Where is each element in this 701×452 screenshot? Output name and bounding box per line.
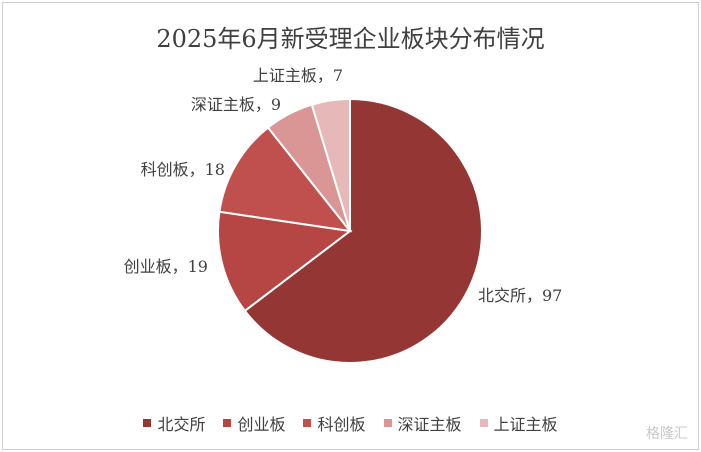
legend-swatch [383, 419, 392, 427]
legend-item-3: 科创板 [303, 411, 366, 435]
data-label-1: 北交所，97 [478, 286, 562, 305]
legend-item-5: 上证主板 [479, 411, 558, 435]
pie-plot: 北交所，97 创业板，19 科创板，18 深证主板，9 上证主板，7 [124, 66, 563, 364]
legend-label: 科创板 [317, 415, 366, 434]
legend-item-2: 创业板 [223, 411, 285, 435]
data-label-2: 创业板，19 [124, 257, 208, 276]
legend-item-1: 北交所 [143, 411, 205, 435]
pie-slice-1 [243, 97, 483, 364]
pie-slices [217, 97, 483, 364]
legend-item-4: 深证主板 [383, 411, 462, 435]
data-label-3: 科创板，18 [141, 160, 225, 179]
pie-slice-2 [217, 210, 353, 313]
legend-swatch [143, 419, 152, 427]
legend-swatch [479, 419, 488, 427]
chart-title: 2025年6月新受理企业板块分布情况 [156, 25, 545, 53]
data-label-4: 深证主板，9 [191, 95, 281, 114]
legend-label: 深证主板 [397, 415, 462, 434]
chart-legend: 北交所 创业板 科创板 深证主板 上证主板 [3, 411, 698, 435]
watermark-logo: 格隆汇 [646, 426, 688, 442]
legend-swatch [303, 419, 312, 427]
pie-slice-5 [310, 97, 351, 232]
legend-label: 北交所 [157, 415, 206, 434]
pie-data-labels: 北交所，97 创业板，19 科创板，18 深证主板，9 上证主板，7 [124, 66, 563, 305]
legend-label: 上证主板 [493, 415, 558, 434]
data-label-5: 上证主板，7 [253, 66, 343, 85]
pie-slice-3 [218, 126, 353, 233]
legend-label: 创业板 [237, 415, 286, 434]
legend-swatch [223, 419, 232, 427]
